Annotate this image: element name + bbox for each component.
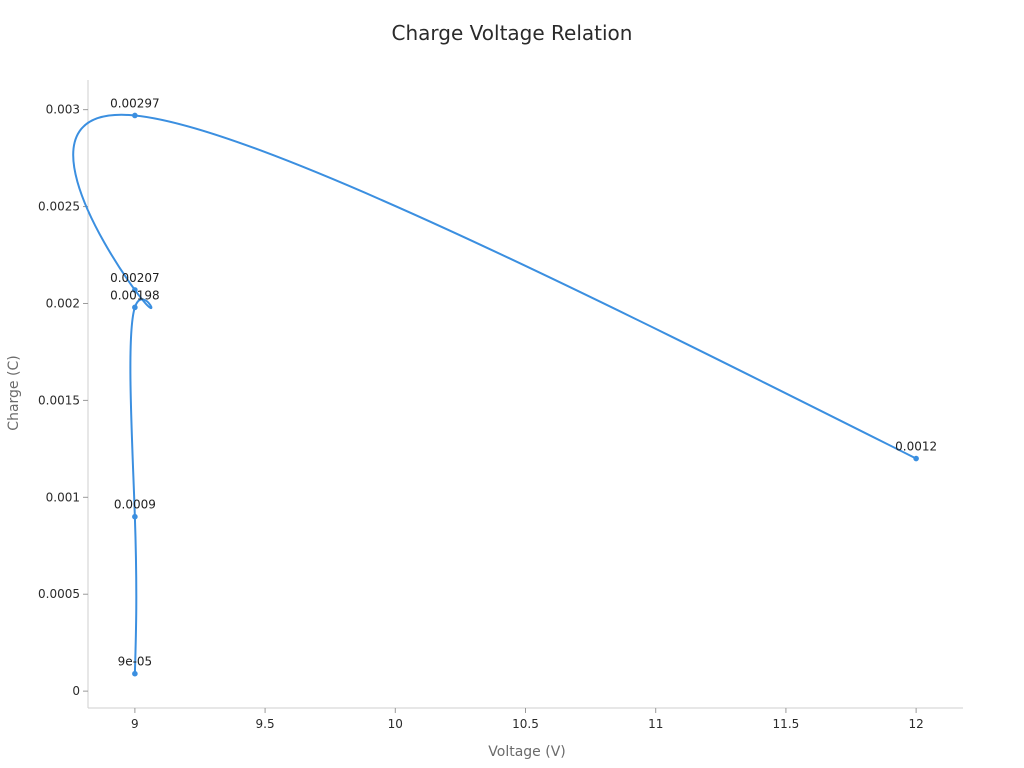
data-label: 0.00198: [110, 288, 160, 302]
data-label: 0.0009: [114, 498, 156, 512]
data-labels: 9e-05 0.0009 0.00198 0.00207 0.00297 0.0012: [110, 96, 937, 668]
data-point: [132, 513, 138, 520]
y-tick-label: 0.0005: [38, 587, 80, 601]
y-axis-ticks: 0 0.0005 0.001 0.0015 0.002 0.0025 0.003: [38, 103, 88, 698]
data-point: [132, 670, 138, 677]
y-tick-label: 0.0025: [38, 200, 80, 214]
y-tick-label: 0.0015: [38, 393, 80, 407]
data-point: [132, 287, 138, 293]
x-axis-ticks: 9 9.5 10 10.5 11 11.5 12: [131, 708, 924, 731]
x-tick-label: 11: [648, 717, 663, 731]
y-axis-title: Charge (C): [6, 355, 22, 430]
data-point: [132, 112, 138, 119]
x-tick-label: 9.5: [256, 717, 275, 731]
data-point: [132, 304, 138, 311]
data-label: 0.00297: [110, 96, 160, 110]
x-tick-label: 10.5: [512, 717, 539, 731]
y-tick-label: 0.002: [46, 296, 80, 310]
y-tick-label: 0: [72, 684, 80, 698]
data-label: 0.00207: [110, 271, 160, 285]
x-tick-label: 12: [908, 717, 923, 731]
x-tick-label: 9: [131, 717, 139, 731]
y-tick-label: 0.001: [46, 490, 80, 504]
series-line: [72, 113, 917, 674]
x-tick-label: 10: [388, 717, 403, 731]
data-points: [132, 112, 919, 677]
data-label: 0.0012: [895, 440, 937, 454]
x-axis-title: Voltage (V): [488, 744, 565, 760]
data-label: 9e-05: [118, 655, 153, 669]
data-point: [913, 455, 919, 462]
chart-title: Charge Voltage Relation: [392, 21, 633, 45]
y-tick-label: 0.003: [46, 103, 80, 117]
x-tick-label: 11.5: [773, 717, 800, 731]
